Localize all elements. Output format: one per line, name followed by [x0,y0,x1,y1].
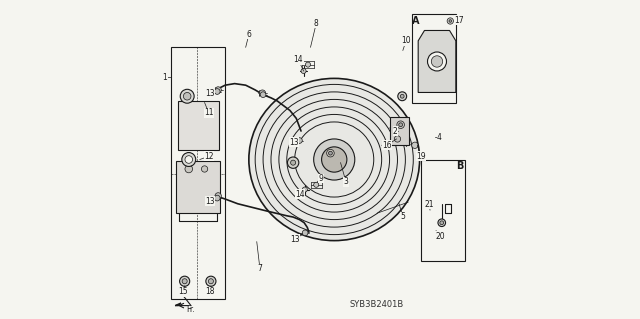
Circle shape [184,93,191,100]
Circle shape [398,92,406,101]
Text: SYB3B2401B: SYB3B2401B [350,300,404,309]
Circle shape [214,195,220,201]
Bar [390,117,408,145]
Text: 18: 18 [205,287,214,296]
Text: 6: 6 [246,30,252,39]
Text: 1: 1 [163,73,168,82]
Circle shape [321,147,347,172]
Circle shape [314,182,319,187]
Circle shape [287,157,299,168]
Circle shape [305,62,310,67]
Circle shape [449,20,452,22]
Text: 17: 17 [454,16,464,25]
Text: 10: 10 [401,36,411,45]
Text: Fr.: Fr. [186,305,195,314]
Text: 13: 13 [290,235,300,244]
Circle shape [301,69,306,73]
Circle shape [397,121,404,129]
Text: 21: 21 [424,200,434,209]
Circle shape [180,276,189,286]
Circle shape [260,92,266,98]
Polygon shape [418,31,456,93]
Text: 14: 14 [295,190,305,199]
Circle shape [202,166,208,172]
Circle shape [259,90,266,96]
Circle shape [206,276,216,286]
Bar [176,161,220,213]
Text: 11: 11 [204,108,213,117]
Bar [178,101,219,150]
Circle shape [431,56,443,67]
Circle shape [401,94,404,98]
Text: 14: 14 [294,56,303,64]
Text: 12: 12 [204,152,213,161]
Circle shape [302,187,307,192]
Bar [421,160,465,261]
Text: 15: 15 [179,287,188,296]
Circle shape [440,221,444,225]
Circle shape [326,149,334,157]
Text: 5: 5 [401,212,405,221]
Text: 7: 7 [257,264,262,273]
Text: B: B [456,161,463,171]
Circle shape [412,142,418,148]
Circle shape [296,138,302,143]
Circle shape [328,151,332,155]
Circle shape [180,89,194,103]
Circle shape [438,219,445,226]
Circle shape [185,165,193,173]
Text: 8: 8 [314,19,319,28]
Text: 20: 20 [435,232,445,241]
Polygon shape [175,303,181,306]
Text: 4: 4 [437,133,442,142]
Circle shape [182,152,196,167]
Circle shape [314,139,355,180]
Circle shape [214,89,220,94]
Bar [412,14,456,103]
Text: 2: 2 [393,127,397,136]
Text: 9: 9 [319,174,324,183]
Circle shape [215,87,221,93]
Text: 3: 3 [344,177,348,186]
Circle shape [394,136,401,142]
Text: 13: 13 [205,197,215,206]
Circle shape [291,160,296,165]
Circle shape [182,279,187,284]
Circle shape [447,18,454,24]
Text: 16: 16 [382,141,392,150]
Ellipse shape [249,78,420,241]
Circle shape [428,52,447,71]
Text: 13: 13 [205,89,215,98]
Text: 19: 19 [417,152,426,161]
Circle shape [399,123,403,127]
Circle shape [302,230,308,236]
Text: A: A [412,16,419,26]
Text: 13: 13 [289,137,299,147]
Bar [171,47,225,299]
Circle shape [209,279,213,284]
Circle shape [185,156,193,163]
Circle shape [215,193,221,199]
